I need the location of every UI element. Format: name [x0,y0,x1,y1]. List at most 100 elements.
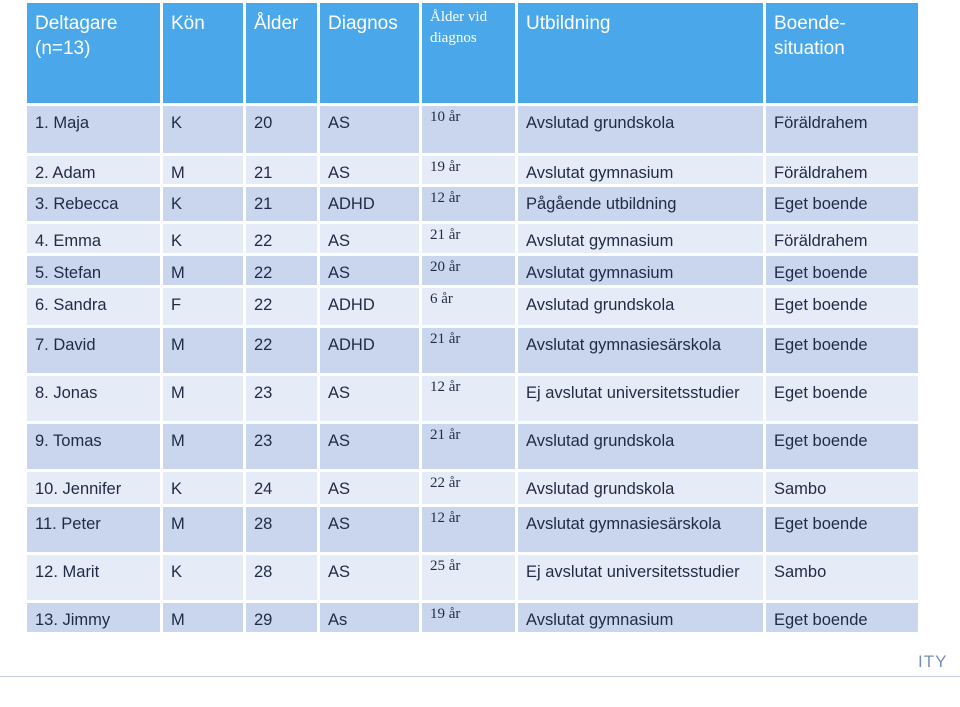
cell-alder-vid-diagnos: 22 år [422,472,515,504]
header-kon: Kön [163,3,243,103]
cell-kon: M [163,328,243,373]
cell-diagnos: ADHD [320,187,419,221]
table-row: 8. Jonas M 23 AS 12 år Ej avslutat universite… [27,376,918,421]
table-row: 1. Maja K 20 AS 10 år Avslutad grundskola Förä… [27,106,918,153]
table-row: 4. Emma K 22 AS 21 år Avslutat gymnasium Föräl… [27,224,918,253]
table-row: 5. Stefan M 22 AS 20 år Avslutat gymnasium Ege… [27,256,918,285]
slide-footer-line [0,676,960,677]
cell-kon: M [163,603,243,632]
cell-boende: Sambo [766,472,918,504]
cell-utbildning: Avslutad grundskola [518,288,763,325]
table-row: 9. Tomas M 23 AS 21 år Avslutad grundskola Ege… [27,424,918,469]
cell-boende: Sambo [766,555,918,600]
table-row: 11. Peter M 28 AS 12 år Avslutat gymnasiesärs… [27,507,918,552]
cell-alder-vid-diagnos: 21 år [422,328,515,373]
cell-alder: 22 [246,224,317,253]
table-row: 2. Adam M 21 AS 19 år Avslutat gymnasium Föräl… [27,156,918,184]
header-utbildning: Utbildning [518,3,763,103]
cell-deltagare: 4. Emma [27,224,160,253]
table-row: 6. Sandra F 22 ADHD 6 år Avslutad grundskola E… [27,288,918,325]
cell-diagnos: AS [320,256,419,285]
cell-boende: Eget boende [766,507,918,552]
cell-kon: K [163,224,243,253]
cell-alder-vid-diagnos: 21 år [422,224,515,253]
cell-utbildning: Avslutat gymnasium [518,156,763,184]
cell-utbildning: Avslutat gymnasium [518,256,763,285]
cell-utbildning: Ej avslutat universitetsstudier [518,376,763,421]
cell-utbildning: Ej avslutat universitetsstudier [518,555,763,600]
cell-diagnos: AS [320,472,419,504]
cell-deltagare: 6. Sandra [27,288,160,325]
table-header-row: Deltagare (n=13) Kön Ålder Diagnos Ålder … [27,3,918,103]
cell-alder-vid-diagnos: 12 år [422,376,515,421]
cell-diagnos: AS [320,555,419,600]
cell-utbildning: Avslutat gymnasium [518,224,763,253]
cell-boende: Eget boende [766,424,918,469]
cell-boende: Eget boende [766,288,918,325]
cell-boende: Eget boende [766,328,918,373]
cell-alder: 28 [246,507,317,552]
cell-alder: 21 [246,156,317,184]
cell-deltagare: 11. Peter [27,507,160,552]
cell-alder-vid-diagnos: 12 år [422,507,515,552]
table-row: 7. David M 22 ADHD 21 år Avslutat gymnasiesär… [27,328,918,373]
header-diagnos: Diagnos [320,3,419,103]
cell-boende: Föräldrahem [766,224,918,253]
cell-kon: M [163,424,243,469]
cell-deltagare: 10. Jennifer [27,472,160,504]
cell-alder: 22 [246,328,317,373]
cell-alder-vid-diagnos: 20 år [422,256,515,285]
cell-deltagare: 12. Marit [27,555,160,600]
cell-kon: K [163,472,243,504]
participants-table: Deltagare (n=13) Kön Ålder Diagnos Ålder … [24,0,921,635]
cell-boende: Föräldrahem [766,106,918,153]
cell-alder: 29 [246,603,317,632]
cell-utbildning: Avslutat gymnasiesärskola [518,507,763,552]
cell-utbildning: Avslutad grundskola [518,424,763,469]
cell-kon: F [163,288,243,325]
cell-deltagare: 13. Jimmy [27,603,160,632]
cell-diagnos: As [320,603,419,632]
cell-boende: Eget boende [766,256,918,285]
cell-boende: Eget boende [766,603,918,632]
cell-deltagare: 9. Tomas [27,424,160,469]
cell-deltagare: 8. Jonas [27,376,160,421]
cell-diagnos: AS [320,156,419,184]
cell-diagnos: AS [320,507,419,552]
cell-utbildning: Pågående utbildning [518,187,763,221]
cell-kon: K [163,187,243,221]
header-deltagare: Deltagare (n=13) [27,3,160,103]
header-boendesituation: Boende-situation [766,3,918,103]
cell-boende: Eget boende [766,376,918,421]
cell-diagnos: AS [320,224,419,253]
cell-deltagare: 1. Maja [27,106,160,153]
table-row: 3. Rebecca K 21 ADHD 12 år Pågående utbildnin… [27,187,918,221]
cell-alder-vid-diagnos: 19 år [422,603,515,632]
cell-alder: 28 [246,555,317,600]
cell-boende: Föräldrahem [766,156,918,184]
cell-diagnos: AS [320,424,419,469]
cell-alder-vid-diagnos: 19 år [422,156,515,184]
footer-logo-fragment: ITY [918,652,948,671]
cell-diagnos: AS [320,376,419,421]
cell-kon: M [163,256,243,285]
cell-deltagare: 2. Adam [27,156,160,184]
cell-deltagare: 7. David [27,328,160,373]
cell-utbildning: Avslutat gymnasiesärskola [518,328,763,373]
table-row: 10. Jennifer K 24 AS 22 år Avslutad grundskol… [27,472,918,504]
cell-kon: M [163,156,243,184]
cell-alder-vid-diagnos: 10 år [422,106,515,153]
cell-utbildning: Avslutad grundskola [518,472,763,504]
cell-deltagare: 5. Stefan [27,256,160,285]
cell-alder-vid-diagnos: 12 år [422,187,515,221]
cell-alder-vid-diagnos: 21 år [422,424,515,469]
cell-alder: 20 [246,106,317,153]
table-row: 12. Marit K 28 AS 25 år Ej avslutat universit… [27,555,918,600]
cell-alder-vid-diagnos: 6 år [422,288,515,325]
cell-deltagare: 3. Rebecca [27,187,160,221]
cell-utbildning: Avslutad grundskola [518,106,763,153]
cell-alder: 22 [246,288,317,325]
cell-utbildning: Avslutat gymnasium [518,603,763,632]
cell-alder: 23 [246,376,317,421]
cell-diagnos: AS [320,106,419,153]
